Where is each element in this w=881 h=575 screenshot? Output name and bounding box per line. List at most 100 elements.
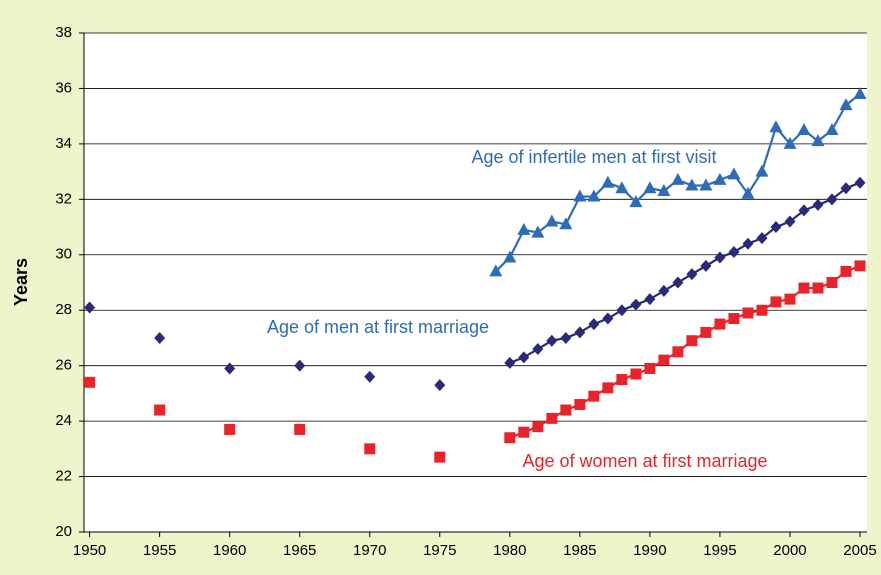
marker [713, 172, 727, 185]
y-axis-label: Years [11, 258, 31, 306]
y-tick-label: 34 [55, 135, 72, 152]
marker [783, 136, 797, 149]
marker [294, 423, 306, 435]
marker [756, 232, 768, 245]
marker [489, 264, 503, 277]
marker [839, 98, 853, 111]
marker [769, 120, 783, 133]
marker [532, 421, 544, 433]
marker [531, 225, 545, 238]
marker [714, 318, 726, 330]
marker [587, 189, 601, 202]
series-label: Age of infertile men at first visit [471, 147, 716, 167]
marker [434, 451, 446, 463]
marker [699, 178, 713, 191]
marker [364, 370, 376, 383]
marker [154, 331, 166, 344]
marker [700, 259, 712, 272]
x-tick-label: 1995 [703, 542, 736, 559]
marker [700, 326, 712, 338]
x-tick-label: 2005 [843, 542, 876, 559]
marker [671, 172, 685, 185]
y-tick-label: 38 [55, 24, 72, 41]
marker [518, 351, 530, 364]
marker [770, 296, 782, 308]
marker [588, 318, 600, 331]
y-tick-label: 32 [55, 190, 72, 207]
marker [518, 426, 530, 438]
marker [616, 374, 628, 386]
marker [588, 390, 600, 402]
marker [840, 265, 852, 277]
marker [224, 362, 236, 375]
marker [630, 368, 642, 380]
x-tick-label: 1975 [423, 542, 456, 559]
marker [685, 178, 699, 191]
marker [741, 186, 755, 199]
marker [756, 304, 768, 316]
marker [854, 260, 866, 272]
marker [826, 277, 838, 288]
y-tick-label: 36 [55, 79, 72, 96]
marker [825, 123, 839, 136]
marker [574, 398, 586, 410]
marker [503, 250, 517, 263]
y-tick-label: 22 [55, 468, 72, 485]
marker [840, 182, 852, 195]
marker [728, 246, 740, 259]
marker [784, 293, 796, 305]
marker [643, 181, 657, 194]
marker [658, 354, 670, 366]
marker [812, 282, 824, 294]
marker [364, 443, 376, 455]
marker [797, 123, 811, 136]
x-tick-label: 1950 [73, 542, 106, 559]
marker [686, 335, 698, 347]
marker [811, 134, 825, 147]
x-tick-label: 1985 [563, 542, 596, 559]
marker [615, 181, 629, 194]
marker [727, 167, 741, 180]
marker [798, 204, 810, 217]
marker [560, 404, 572, 416]
x-tick-label: 1970 [353, 542, 386, 559]
marker [644, 362, 656, 374]
marker [728, 313, 740, 325]
marker [602, 382, 614, 394]
marker [742, 307, 754, 319]
marker [294, 359, 306, 372]
marker [224, 423, 236, 435]
marker [714, 251, 726, 264]
marker [532, 343, 544, 356]
marker [545, 214, 559, 227]
marker [560, 331, 572, 344]
marker [812, 198, 824, 211]
marker [616, 304, 628, 317]
series-label: Age of men at first marriage [267, 317, 489, 337]
series-label: Age of women at first marriage [522, 451, 767, 471]
marker [84, 301, 96, 314]
marker [770, 221, 782, 234]
marker [504, 432, 516, 444]
marker [644, 293, 656, 306]
marker [853, 86, 867, 99]
marker [434, 379, 446, 392]
marker [755, 164, 769, 177]
y-tick-label: 30 [55, 246, 72, 263]
marker [742, 237, 754, 250]
x-tick-label: 1965 [283, 542, 316, 559]
marker [573, 189, 587, 202]
marker [546, 412, 558, 424]
x-tick-label: 1980 [493, 542, 526, 559]
marker [658, 284, 670, 297]
y-tick-label: 26 [55, 357, 72, 374]
marker [601, 175, 615, 188]
marker [784, 215, 796, 228]
marker [504, 356, 516, 369]
marker [630, 298, 642, 311]
y-tick-label: 28 [55, 301, 72, 318]
marker [854, 176, 866, 189]
marker [546, 334, 558, 347]
x-tick-label: 1955 [143, 542, 176, 559]
